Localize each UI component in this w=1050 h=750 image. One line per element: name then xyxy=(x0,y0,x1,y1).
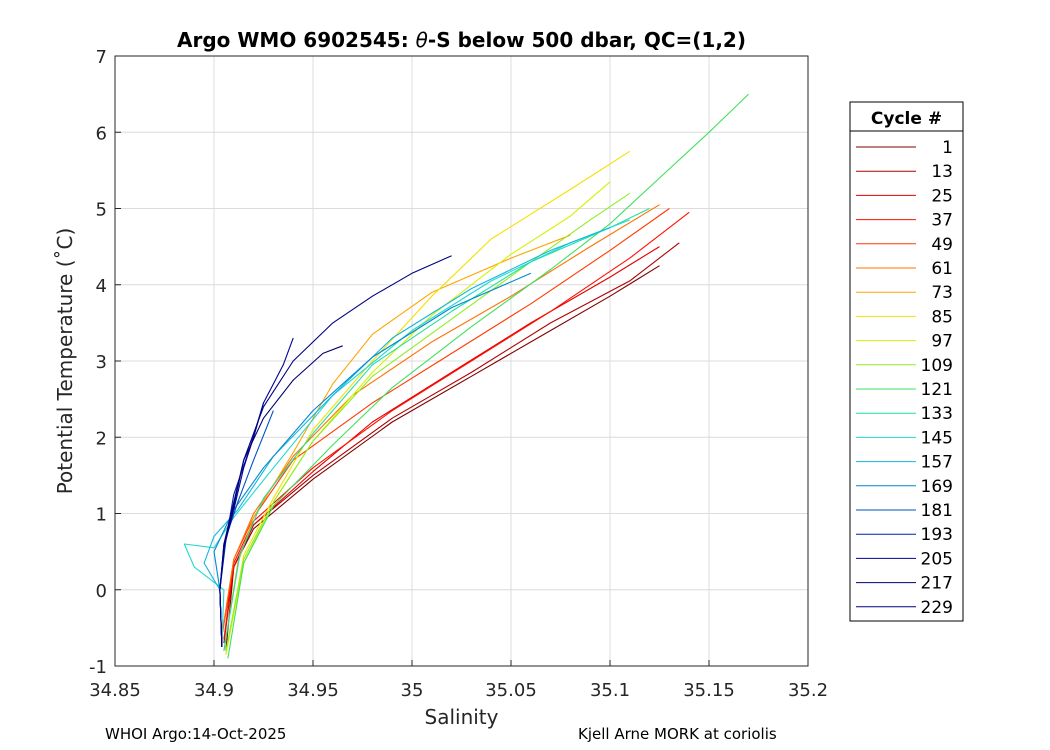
legend-entry-label: 193 xyxy=(921,525,953,545)
series-line xyxy=(225,192,631,651)
y-axis-label: Potential Temperature (˚C) xyxy=(53,228,77,495)
legend-entry-label: 1 xyxy=(942,138,953,158)
legend-entry-label: 217 xyxy=(921,574,953,594)
series-line xyxy=(223,211,690,640)
y-tick-label: 1 xyxy=(96,505,107,526)
series-line xyxy=(219,255,452,647)
x-tick-label: 35 xyxy=(401,680,424,701)
series-line xyxy=(183,219,630,644)
y-tick-label: 6 xyxy=(96,123,107,144)
legend-entries: 1 13 25 37 49 61 73 85 97 109 121 133 145 157 169 181 19… xyxy=(856,138,953,618)
series-line xyxy=(221,208,670,636)
x-tick-label: 34.95 xyxy=(287,680,339,701)
legend-entry-label: 205 xyxy=(921,549,953,569)
legend-entry-label: 229 xyxy=(921,598,953,618)
title-theta-symbol: θ xyxy=(416,28,428,52)
gridlines xyxy=(114,55,809,667)
legend: Cycle # 1 13 25 37 49 61 73 85 97 109 121 133 145 157… xyxy=(849,101,964,622)
title-suffix: -S below 500 dbar, QC=(1,2) xyxy=(428,28,746,52)
legend-entry-label: 121 xyxy=(921,380,953,400)
legend-entry-label: 49 xyxy=(931,235,953,255)
y-tick-label: 2 xyxy=(96,428,107,449)
series-line xyxy=(225,265,660,651)
series-line xyxy=(227,93,749,659)
legend-entry-label: 145 xyxy=(921,428,953,448)
legend-entry-label: 85 xyxy=(931,307,953,327)
x-tick-label: 35.1 xyxy=(590,680,630,701)
legend-entry-label: 97 xyxy=(931,332,953,352)
x-tick-label: 34.9 xyxy=(194,680,234,701)
series-line xyxy=(221,204,660,636)
legend-entry-label: 61 xyxy=(931,259,953,279)
footer-left: WHOI Argo:14-Oct-2025 xyxy=(105,725,287,743)
y-tick-label: 0 xyxy=(96,581,107,602)
legend-title: Cycle # xyxy=(871,109,942,129)
legend-entry-label: 73 xyxy=(931,283,953,303)
title-prefix: Argo WMO 6902545: xyxy=(177,28,416,52)
legend-entry-label: 25 xyxy=(931,186,953,206)
legend-entry-label: 109 xyxy=(921,356,953,376)
axis-ticks: 34.85 34.9 34.95 35 35.05 35.1 35.15 35.2-10123… xyxy=(89,47,828,701)
x-tick-label: 34.85 xyxy=(89,680,141,701)
series-line xyxy=(225,181,611,655)
x-tick-label: 35.2 xyxy=(788,680,828,701)
y-tick-label: 4 xyxy=(96,276,107,297)
y-tick-label: 3 xyxy=(96,352,107,373)
series-line xyxy=(223,208,650,651)
series-line xyxy=(213,272,532,647)
y-tick-label: -1 xyxy=(89,657,107,678)
plot-series xyxy=(183,93,749,659)
x-tick-label: 35.15 xyxy=(683,680,735,701)
legend-entry-label: 181 xyxy=(921,501,953,521)
legend-entry-label: 37 xyxy=(931,211,953,231)
x-tick-label: 35.05 xyxy=(485,680,537,701)
series-line xyxy=(223,242,680,644)
legend-entry-label: 169 xyxy=(921,477,953,497)
y-tick-label: 5 xyxy=(96,200,107,221)
y-tick-label: 7 xyxy=(96,47,107,68)
x-axis-label: Salinity xyxy=(425,705,499,729)
footer-right: Kjell Arne MORK at coriolis xyxy=(578,725,777,743)
legend-entry-label: 13 xyxy=(931,162,953,182)
series-line xyxy=(223,234,571,651)
legend-entry-label: 157 xyxy=(921,453,953,473)
legend-entry-label: 133 xyxy=(921,404,953,424)
series-line xyxy=(225,150,631,655)
chart-title: Argo WMO 6902545: θ-S below 500 dbar, QC… xyxy=(177,28,746,52)
